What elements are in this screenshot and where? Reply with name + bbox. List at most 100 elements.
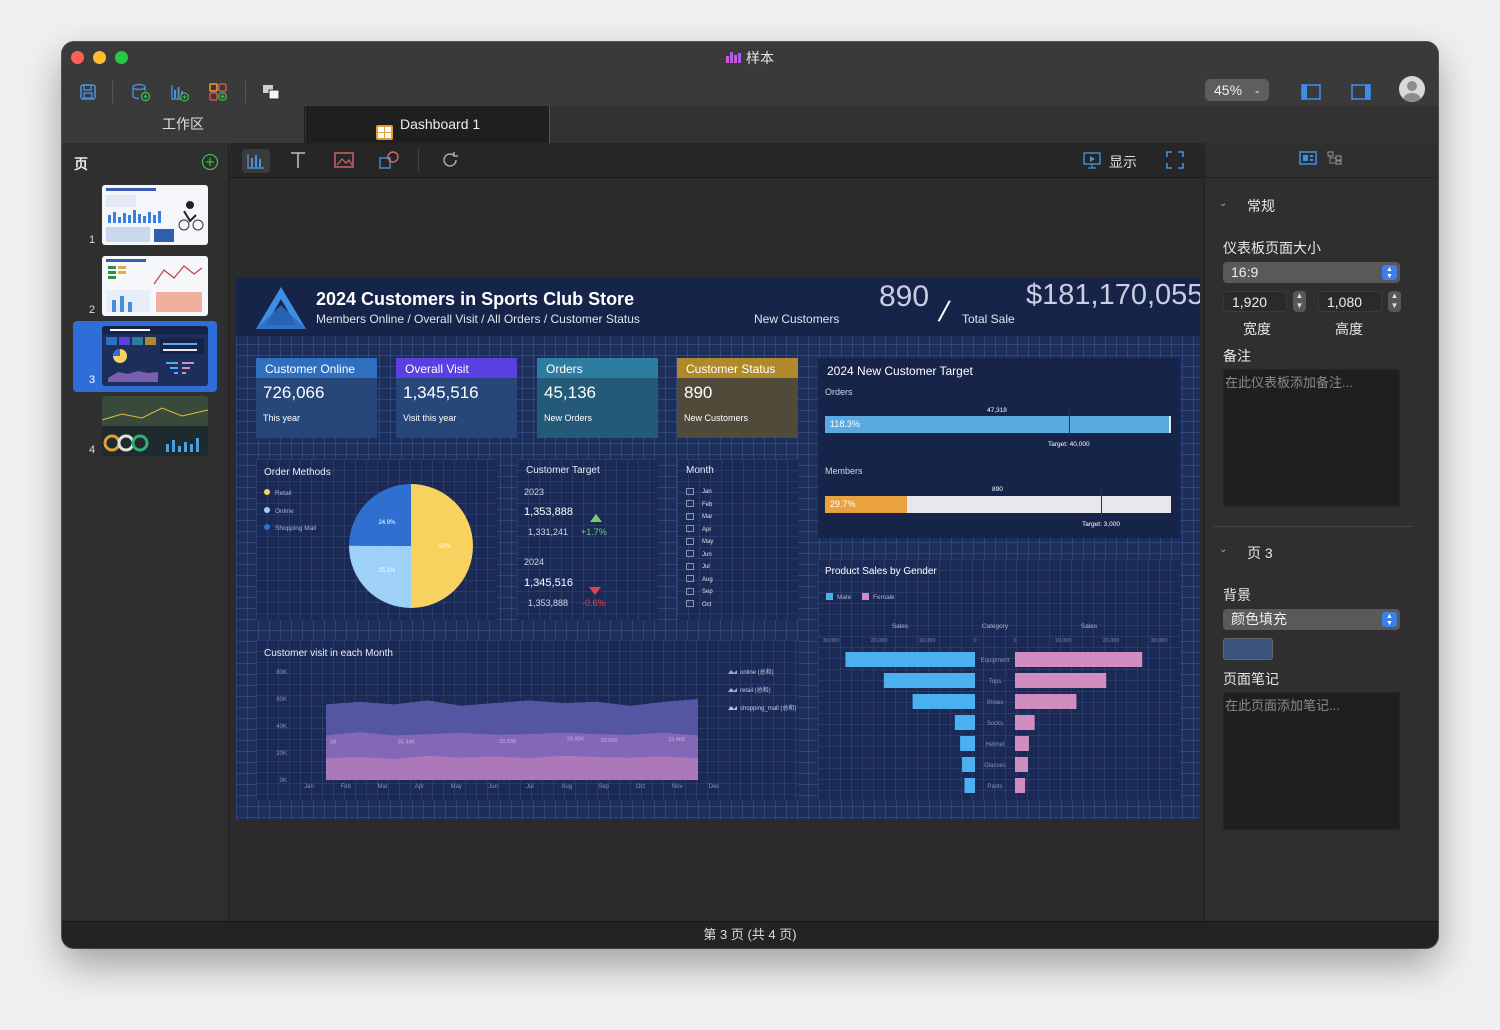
kpi-orders[interactable]: Orders 45,136 New Orders [537,358,658,438]
page-thumbnail-2[interactable] [102,256,208,316]
notes-textarea[interactable]: 在此仪表板添加备注... [1223,369,1400,507]
background-mode-select[interactable]: 颜色填充 ▲ ▼ [1223,609,1400,630]
present-label[interactable]: 显示 [1109,154,1137,170]
add-chart-icon[interactable] [169,82,189,102]
refresh-icon[interactable] [440,150,460,175]
chart-tool-icon[interactable] [242,149,270,173]
members-percent: 29.7% [830,499,856,509]
background-color-swatch[interactable] [1223,638,1273,660]
checkbox[interactable] [686,550,694,558]
fullscreen-icon[interactable] [1166,151,1184,174]
collapse-page-icon[interactable]: ⌄ [1219,544,1228,555]
category-label: Tops [989,679,1002,685]
legend-label: Male [837,594,852,601]
toggle-left-panel-icon[interactable] [1301,82,1321,102]
order-methods-panel[interactable]: Order Methods Retail Online Shopping Mal… [256,459,497,620]
data-label: 35.44K [398,739,416,745]
kpi-customer-online[interactable]: Customer Online 726,066 This year [256,358,377,438]
tab-workspace-label: 工作区 [162,116,204,132]
gender-sales-chart: Sales Category Sales 30,000 20,000 10,000 0 0 10… [823,623,1168,793]
month-checkbox-aug[interactable]: Aug [686,574,713,587]
checkbox[interactable] [686,512,694,520]
user-avatar[interactable] [1399,76,1425,102]
app-logo-icon [726,51,742,68]
page-notes-placeholder: 在此页面添加笔记... [1225,698,1340,713]
month-filter-panel[interactable]: Month Jan Feb Mar Apr May Jun Jul Aug Sep Oct [677,459,798,620]
x-tick-label: 10,000 [1055,638,1072,644]
checkbox[interactable] [686,525,694,533]
canvas-toolbar: 显示 [230,143,1203,178]
arrange-icon[interactable] [262,82,282,102]
width-stepper[interactable]: ▲ ▼ [1293,291,1306,312]
gender-sales-panel[interactable]: Product Sales by Gender Male Female Sale… [818,559,1180,800]
month-checkbox-feb[interactable]: Feb [686,499,713,512]
select-stepper-icon: ▲ ▼ [1382,612,1397,627]
customer-target-panel[interactable]: Customer Target 2023 1,353,888 1,331,241… [517,459,657,620]
month-checkbox-sep[interactable]: Sep [686,586,713,599]
toggle-right-panel-icon[interactable] [1351,82,1371,102]
size-label: 仪表板页面大小 [1223,240,1321,256]
pie-slice-retail [411,484,473,608]
category-label: Helmet [985,742,1004,748]
page-notes-textarea[interactable]: 在此页面添加笔记... [1223,692,1400,830]
month-checkbox-jun[interactable]: Jun [686,549,713,562]
data-label: 35.06K [601,738,619,744]
zoom-select[interactable]: 45% ⌄ [1205,79,1269,101]
new-customer-target-panel[interactable]: 2024 New Customer Target Orders 47,318 1… [818,358,1180,538]
month-checkbox-may[interactable]: May [686,536,713,549]
bar-male-pants [964,778,975,793]
x-tick-label: 30,000 [1151,638,1168,644]
kpi-overall-visit[interactable]: Overall Visit 1,345,516 Visit this year [396,358,517,438]
save-icon[interactable] [78,82,98,102]
page-thumbnail-3[interactable] [102,326,208,386]
checkbox[interactable] [686,487,694,495]
kpi-subtitle: This year [263,413,301,423]
close-window-button[interactable] [71,51,84,64]
dashboard-canvas[interactable]: 2024 Customers in Sports Club Store Memb… [236,278,1200,820]
layout-properties-icon[interactable] [1299,151,1317,170]
axis-label: Sales [1081,623,1098,630]
pie-slice-label: 25.1% [378,568,396,574]
width-input[interactable]: 1,920 [1223,291,1287,312]
month-checkbox-oct[interactable]: Oct [686,599,713,612]
checkbox[interactable] [686,587,694,595]
add-page-icon[interactable] [201,153,219,176]
page-status: 第 3 页 (共 4 页) [703,927,797,942]
add-datasource-icon[interactable] [131,82,151,102]
x-tick-label: 30,000 [823,638,840,644]
height-input[interactable]: 1,080 [1318,291,1382,312]
checkbox[interactable] [686,575,694,583]
month-checkbox-mar[interactable]: Mar [686,511,713,524]
tab-dashboard-1[interactable]: Dashboard 1 [306,106,550,143]
checkbox[interactable] [686,500,694,508]
month-checkbox-jul[interactable]: Jul [686,561,713,574]
background-label: 背景 [1223,587,1251,603]
image-tool-icon[interactable] [334,151,354,174]
month-checkbox-apr[interactable]: Apr [686,524,713,537]
checkbox[interactable] [686,600,694,608]
category-label: Glasses [984,763,1006,769]
kpi-customer-status[interactable]: Customer Status 890 New Customers [677,358,798,438]
collapse-general-icon[interactable]: ⌄ [1219,198,1228,209]
pie-slice-online [349,545,411,608]
zoom-window-button[interactable] [115,51,128,64]
height-stepper[interactable]: ▲ ▼ [1388,291,1401,312]
shape-tool-icon[interactable] [379,150,401,175]
page-thumbnail-1[interactable] [102,185,208,245]
tree-properties-icon[interactable] [1327,151,1343,170]
customer-visit-panel[interactable]: Customer visit in each Month 80K 60K 40K 20… [256,640,798,800]
add-dashboard-icon[interactable] [208,82,228,102]
present-icon[interactable] [1082,151,1102,174]
ratio-select[interactable]: 16:9 ▲ ▼ [1223,262,1400,283]
checkbox[interactable] [686,562,694,570]
month-checkbox-jan[interactable]: Jan [686,486,713,499]
members-label: Members [825,466,863,476]
minimize-window-button[interactable] [93,51,106,64]
checkbox[interactable] [686,537,694,545]
x-tick-label: Jul [526,784,534,790]
page-number: 3 [89,374,96,386]
target-value-2024: 1,345,516 [524,577,573,589]
tab-workspace[interactable]: 工作区 [62,106,305,143]
page-thumbnail-4[interactable] [102,396,208,456]
text-tool-icon[interactable] [288,150,308,175]
